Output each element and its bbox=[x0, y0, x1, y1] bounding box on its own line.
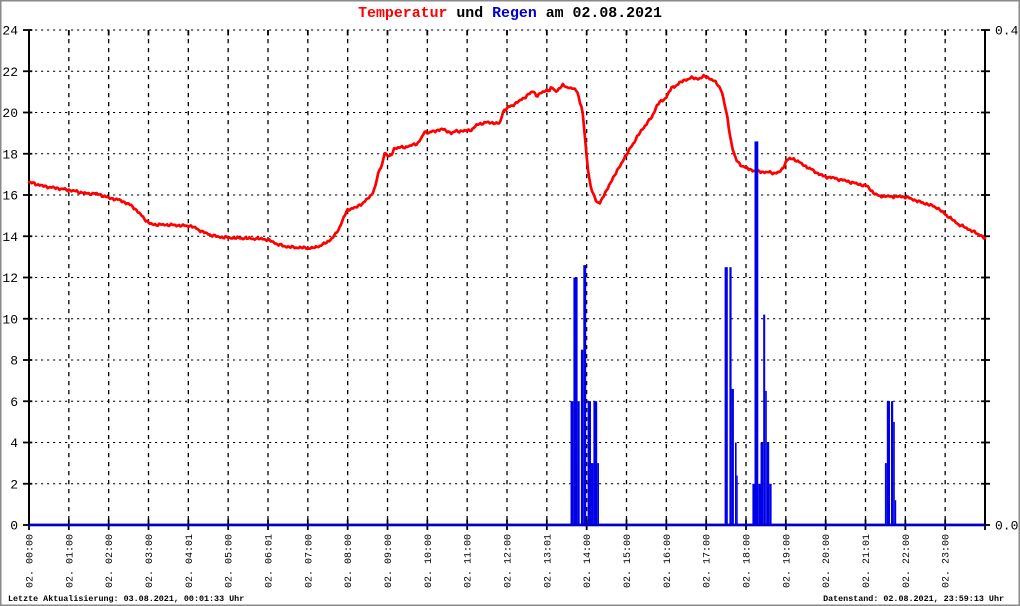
svg-text:8: 8 bbox=[10, 354, 18, 369]
svg-text:02. 18:00: 02. 18:00 bbox=[743, 534, 754, 588]
svg-text:02. 05:00: 02. 05:00 bbox=[225, 534, 236, 588]
svg-text:Temperatur und Regen am 02.08.: Temperatur und Regen am 02.08.2021 bbox=[358, 6, 662, 22]
svg-text:0.4: 0.4 bbox=[995, 24, 1019, 39]
svg-text:02. 16:00: 02. 16:00 bbox=[663, 534, 674, 588]
svg-text:02. 04:01: 02. 04:01 bbox=[185, 534, 196, 588]
svg-text:02. 08:00: 02. 08:00 bbox=[344, 534, 355, 588]
svg-text:02. 10:00: 02. 10:00 bbox=[424, 534, 435, 588]
svg-text:4: 4 bbox=[10, 436, 18, 451]
svg-text:6: 6 bbox=[10, 395, 18, 410]
svg-text:02. 15:00: 02. 15:00 bbox=[623, 534, 634, 588]
svg-text:24: 24 bbox=[2, 24, 18, 39]
svg-text:02. 21:01: 02. 21:01 bbox=[862, 534, 873, 588]
svg-text:18: 18 bbox=[2, 147, 18, 162]
svg-text:10: 10 bbox=[2, 312, 18, 327]
svg-text:02. 20:00: 02. 20:00 bbox=[822, 534, 833, 588]
svg-text:Letzte Aktualisierung: 03.08.2: Letzte Aktualisierung: 03.08.2021, 00:01… bbox=[8, 594, 244, 604]
svg-text:02. 13:01: 02. 13:01 bbox=[543, 534, 554, 588]
svg-text:16: 16 bbox=[2, 189, 18, 204]
svg-text:02. 12:00: 02. 12:00 bbox=[504, 534, 515, 588]
svg-text:02. 11:00: 02. 11:00 bbox=[464, 534, 475, 588]
svg-text:02. 00:00: 02. 00:00 bbox=[26, 534, 37, 588]
svg-text:20: 20 bbox=[2, 106, 18, 121]
svg-text:02. 02:00: 02. 02:00 bbox=[105, 534, 116, 588]
svg-text:Datenstand: 02.08.2021, 23:59:: Datenstand: 02.08.2021, 23:59:13 Uhr bbox=[823, 594, 1004, 604]
svg-text:02. 22:00: 02. 22:00 bbox=[902, 534, 913, 588]
svg-text:02. 07:00: 02. 07:00 bbox=[304, 534, 315, 588]
svg-text:02. 17:00: 02. 17:00 bbox=[703, 534, 714, 588]
svg-text:14: 14 bbox=[2, 230, 18, 245]
svg-text:22: 22 bbox=[2, 65, 18, 80]
svg-text:02. 14:00: 02. 14:00 bbox=[583, 534, 594, 588]
svg-text:02. 01:00: 02. 01:00 bbox=[65, 534, 76, 588]
svg-text:02. 03:00: 02. 03:00 bbox=[145, 534, 156, 588]
svg-text:0: 0 bbox=[10, 519, 18, 534]
svg-text:0.0: 0.0 bbox=[995, 519, 1018, 534]
svg-text:12: 12 bbox=[2, 271, 18, 286]
svg-text:02. 19:00: 02. 19:00 bbox=[782, 534, 793, 588]
svg-text:02. 23:00: 02. 23:00 bbox=[942, 534, 953, 588]
svg-text:02. 09:00: 02. 09:00 bbox=[384, 534, 395, 588]
svg-text:02. 06:01: 02. 06:01 bbox=[265, 534, 276, 588]
svg-text:2: 2 bbox=[10, 477, 18, 492]
